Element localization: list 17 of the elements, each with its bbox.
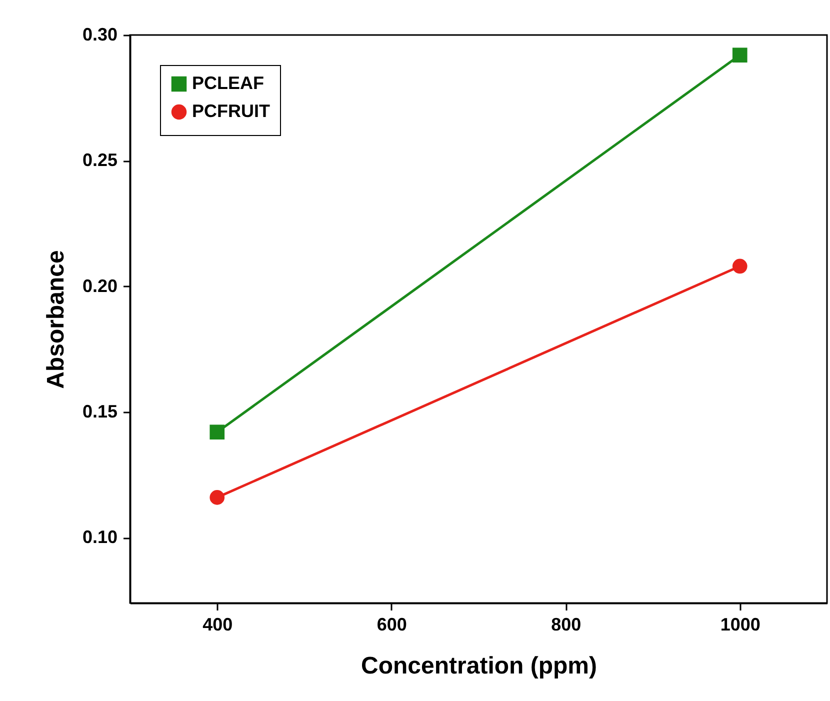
y-tick-label: 0.20	[82, 276, 118, 296]
point	[210, 490, 225, 505]
legend-label: PCLEAF	[192, 73, 264, 93]
y-tick-label: 0.15	[82, 401, 118, 422]
y-tick-label: 0.10	[82, 527, 118, 548]
point	[732, 258, 748, 274]
x-tick-label: 600	[376, 614, 407, 634]
y-tick-label: 0.30	[82, 24, 118, 44]
y-tick-label: 0.25	[82, 150, 118, 170]
x-axis-title: Concentration (ppm)	[361, 652, 597, 680]
x-tick-label: 1000	[720, 614, 760, 634]
point	[210, 424, 225, 440]
y-axis-title: Absorbance	[42, 250, 70, 389]
x-tick-label: 400	[202, 614, 233, 634]
x-tick-label: 800	[551, 614, 582, 634]
legend-label: PCFRUIT	[192, 101, 270, 121]
point	[732, 48, 748, 63]
